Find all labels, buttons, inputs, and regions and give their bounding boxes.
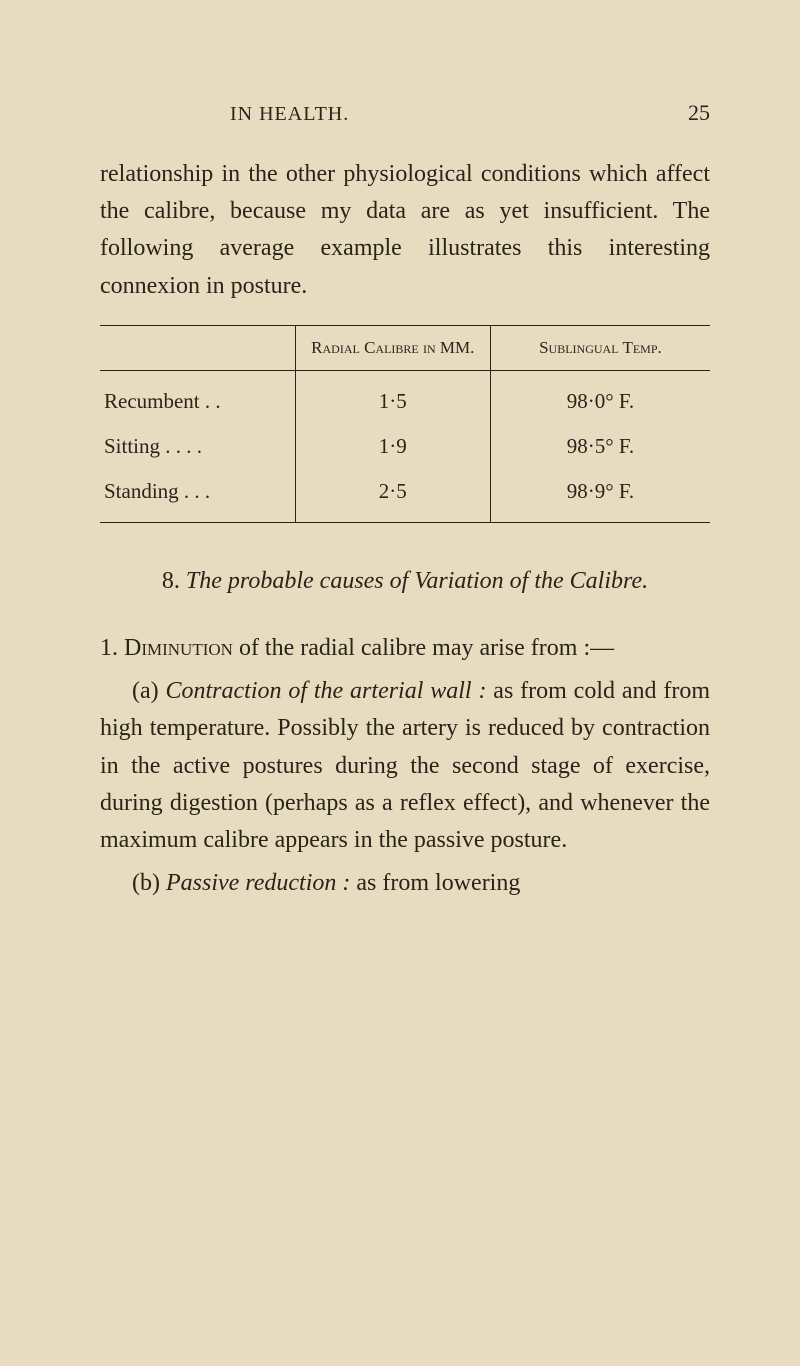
table-row: Sitting . . . . 1·9 98·5° F. bbox=[100, 424, 710, 469]
row-calibre: 2·5 bbox=[295, 469, 490, 522]
numbered-paragraph: 1. Diminution of the radial calibre may … bbox=[100, 630, 710, 667]
page-number: 25 bbox=[688, 100, 710, 126]
table-row: Recumbent . . 1·5 98·0° F. bbox=[100, 370, 710, 424]
item-label: (b) bbox=[132, 870, 166, 896]
data-table-wrapper: Radial Calibre in MM. Sublingual Temp. R… bbox=[100, 325, 710, 523]
item-body: as from lowering bbox=[350, 870, 520, 896]
paragraph-intro: relationship in the other physiological … bbox=[100, 156, 710, 305]
para-lead-word: Diminution bbox=[124, 635, 233, 661]
table-header-empty bbox=[100, 326, 295, 371]
row-temp: 98·5° F. bbox=[490, 424, 710, 469]
row-calibre: 1·9 bbox=[295, 424, 490, 469]
item-italic: Passive reduction : bbox=[166, 870, 350, 896]
book-page: IN HEALTH. 25 relationship in the other … bbox=[0, 0, 800, 988]
row-temp: 98·0° F. bbox=[490, 370, 710, 424]
item-italic: Contraction of the arterial wall : bbox=[166, 678, 487, 704]
row-temp: 98·9° F. bbox=[490, 469, 710, 522]
section-heading: 8. The probable causes of Variation of t… bbox=[130, 563, 680, 600]
item-body: as from cold and from high temperature. … bbox=[100, 678, 710, 853]
section-number: 8. bbox=[162, 568, 180, 594]
para-number: 1. bbox=[100, 635, 124, 661]
row-calibre: 1·5 bbox=[295, 370, 490, 424]
table-row: Standing . . . 2·5 98·9° F. bbox=[100, 469, 710, 522]
table-header-temp: Sublingual Temp. bbox=[490, 326, 710, 371]
item-a: (a) Contraction of the arterial wall : a… bbox=[100, 673, 710, 859]
para-text: of the radial calibre may arise from :— bbox=[233, 635, 614, 661]
row-label: Sitting . . . . bbox=[100, 424, 295, 469]
table-header-calibre: Radial Calibre in MM. bbox=[295, 326, 490, 371]
table-header-row: Radial Calibre in MM. Sublingual Temp. bbox=[100, 326, 710, 371]
calibre-table: Radial Calibre in MM. Sublingual Temp. R… bbox=[100, 326, 710, 522]
page-header: IN HEALTH. 25 bbox=[100, 100, 710, 126]
row-label: Recumbent . . bbox=[100, 370, 295, 424]
row-label: Standing . . . bbox=[100, 469, 295, 522]
item-b: (b) Passive reduction : as from lowering bbox=[100, 865, 710, 902]
section-title-text: The probable causes of Variation of the … bbox=[186, 568, 648, 594]
running-title: IN HEALTH. bbox=[230, 103, 349, 126]
item-label: (a) bbox=[132, 678, 166, 704]
